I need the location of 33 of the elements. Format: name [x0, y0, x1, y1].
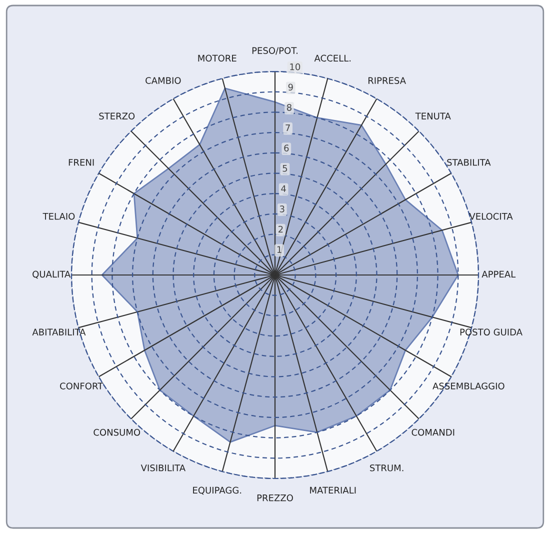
spoke-label: TELAIO	[42, 212, 75, 220]
spoke-label: CONSUMO	[94, 428, 140, 436]
spoke-label: VISIBILITA	[140, 464, 186, 472]
spoke-label: PREZZO	[257, 494, 293, 502]
y-tick-label: 2	[278, 226, 283, 233]
y-tick-label: 1	[277, 246, 282, 253]
spoke-label: FRENI	[68, 159, 94, 166]
spoke-label: ACCELL.	[314, 54, 351, 62]
y-tick-label: 9	[288, 84, 293, 91]
y-tick-label: 5	[282, 165, 288, 172]
y-tick-label: 3	[280, 206, 284, 212]
spoke-label: PESO/POT.	[252, 47, 298, 55]
spoke-label: STERZO	[99, 112, 135, 120]
spoke-label: EQUIPAGG.	[193, 486, 242, 495]
spoke-label: VELOCITA	[469, 212, 513, 220]
spoke-label: STRUM.	[370, 464, 404, 472]
y-tick-label: 4	[281, 185, 286, 192]
spoke-label: CONFORT	[60, 382, 104, 390]
spoke-label: CAMBIO	[146, 77, 181, 84]
spoke-label: ABITABILITA	[32, 328, 86, 336]
spoke-label: MOTORE	[198, 54, 236, 62]
spoke-label: QUALITA	[32, 270, 71, 279]
spoke-label: TENUTA	[415, 112, 451, 120]
y-tick-label: 10	[290, 63, 300, 70]
spoke-label: APPEAL	[482, 270, 516, 278]
spoke-label: POSTO GUIDA	[460, 328, 522, 336]
spoke-label: MATERIALI	[310, 486, 356, 494]
spoke-label: RIPRESA	[368, 77, 406, 84]
y-tick-label: 8	[286, 104, 292, 111]
spoke-label: STABILITA	[447, 158, 491, 166]
spoke-label: COMANDI	[412, 428, 454, 436]
y-tick-label: 7	[286, 124, 290, 132]
y-tick-label: 6	[284, 144, 289, 152]
